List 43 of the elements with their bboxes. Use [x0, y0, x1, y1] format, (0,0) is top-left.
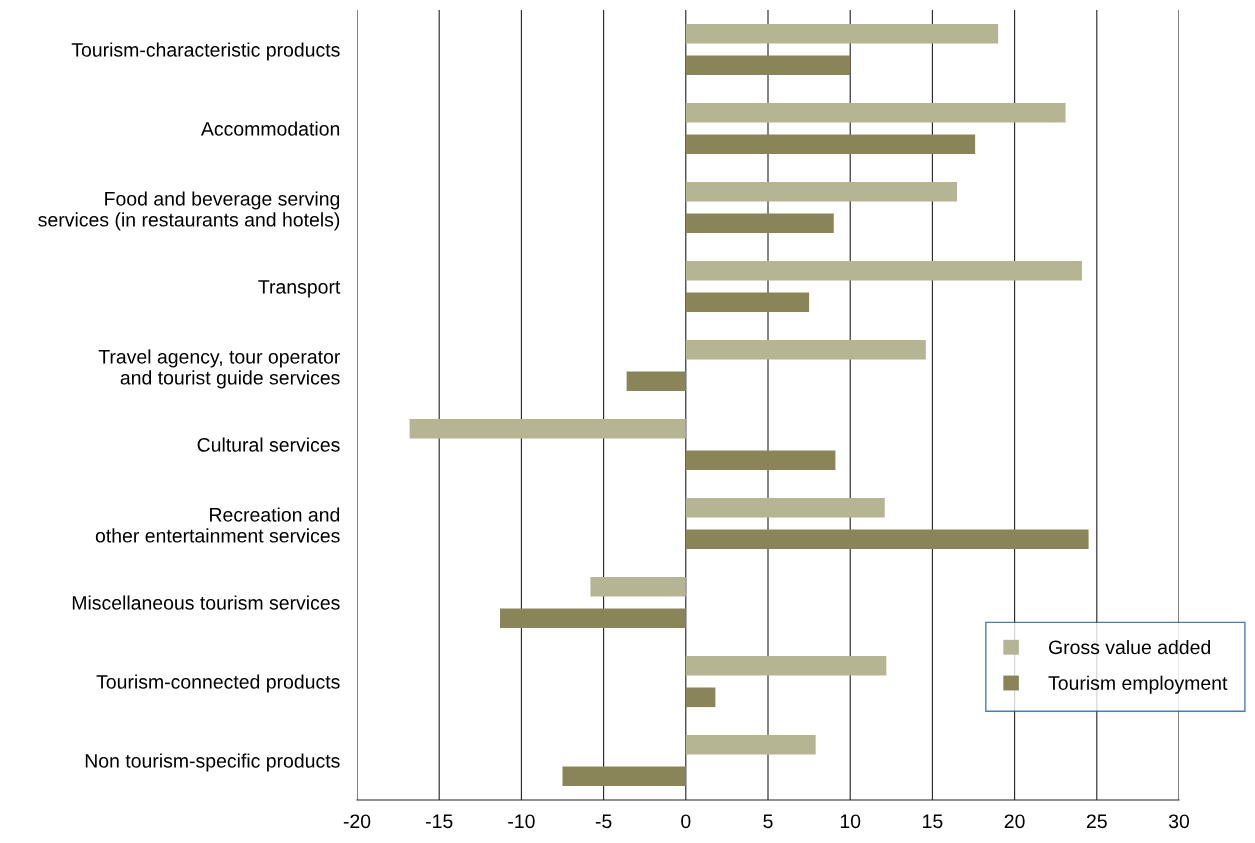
y-tick-label: Food and beverage serving services (in restaurants and hotels) — [38, 191, 340, 231]
bar — [590, 576, 686, 597]
bar — [685, 260, 1082, 281]
y-tick-label: Accommodation — [200, 121, 340, 136]
bar — [562, 766, 686, 787]
x-tick-label: 20 — [1004, 814, 1025, 829]
y-tick-label: Miscellaneous tourism services — [72, 595, 340, 610]
bar — [685, 55, 851, 76]
bar — [500, 608, 686, 629]
x-tick-label: -20 — [343, 814, 371, 829]
bar — [685, 134, 976, 155]
legend-label: Tourism employment — [1048, 675, 1228, 694]
bar — [685, 497, 885, 518]
bar — [685, 23, 999, 44]
y-tick-label: Cultural services — [197, 437, 340, 452]
bar — [409, 418, 686, 439]
y-tick-label: Travel agency, tour operator and tourist guide services — [98, 349, 341, 389]
bar — [685, 450, 836, 471]
x-tick-label: 5 — [763, 814, 773, 829]
bar — [685, 655, 887, 676]
bar — [685, 529, 1089, 550]
y-tick-label: Tourism-connected products — [96, 674, 340, 693]
bar — [626, 371, 686, 392]
x-tick-label: 25 — [1086, 814, 1107, 829]
x-tick-label: -5 — [595, 814, 612, 829]
legend-label: Gross value added — [1049, 639, 1211, 655]
bar — [685, 734, 816, 755]
bar — [685, 181, 958, 202]
y-tick-label: Non tourism-specific products — [85, 753, 340, 772]
x-tick-label: 10 — [840, 814, 861, 829]
bar — [685, 213, 834, 234]
x-tick-label: 0 — [681, 814, 691, 829]
y-tick-label: Recreation and other entertainment services — [95, 507, 340, 543]
bar — [685, 292, 810, 313]
y-tick-label: Tourism-characteristic products — [71, 42, 340, 61]
x-tick-label: -15 — [426, 814, 453, 829]
x-tick-label: -10 — [508, 814, 535, 829]
bar — [685, 102, 1066, 123]
bar — [685, 339, 926, 360]
x-tick-label: 30 — [1168, 814, 1190, 829]
x-tick-label: 15 — [923, 814, 943, 829]
bar — [685, 687, 716, 708]
y-tick-label: Transport — [258, 280, 341, 298]
